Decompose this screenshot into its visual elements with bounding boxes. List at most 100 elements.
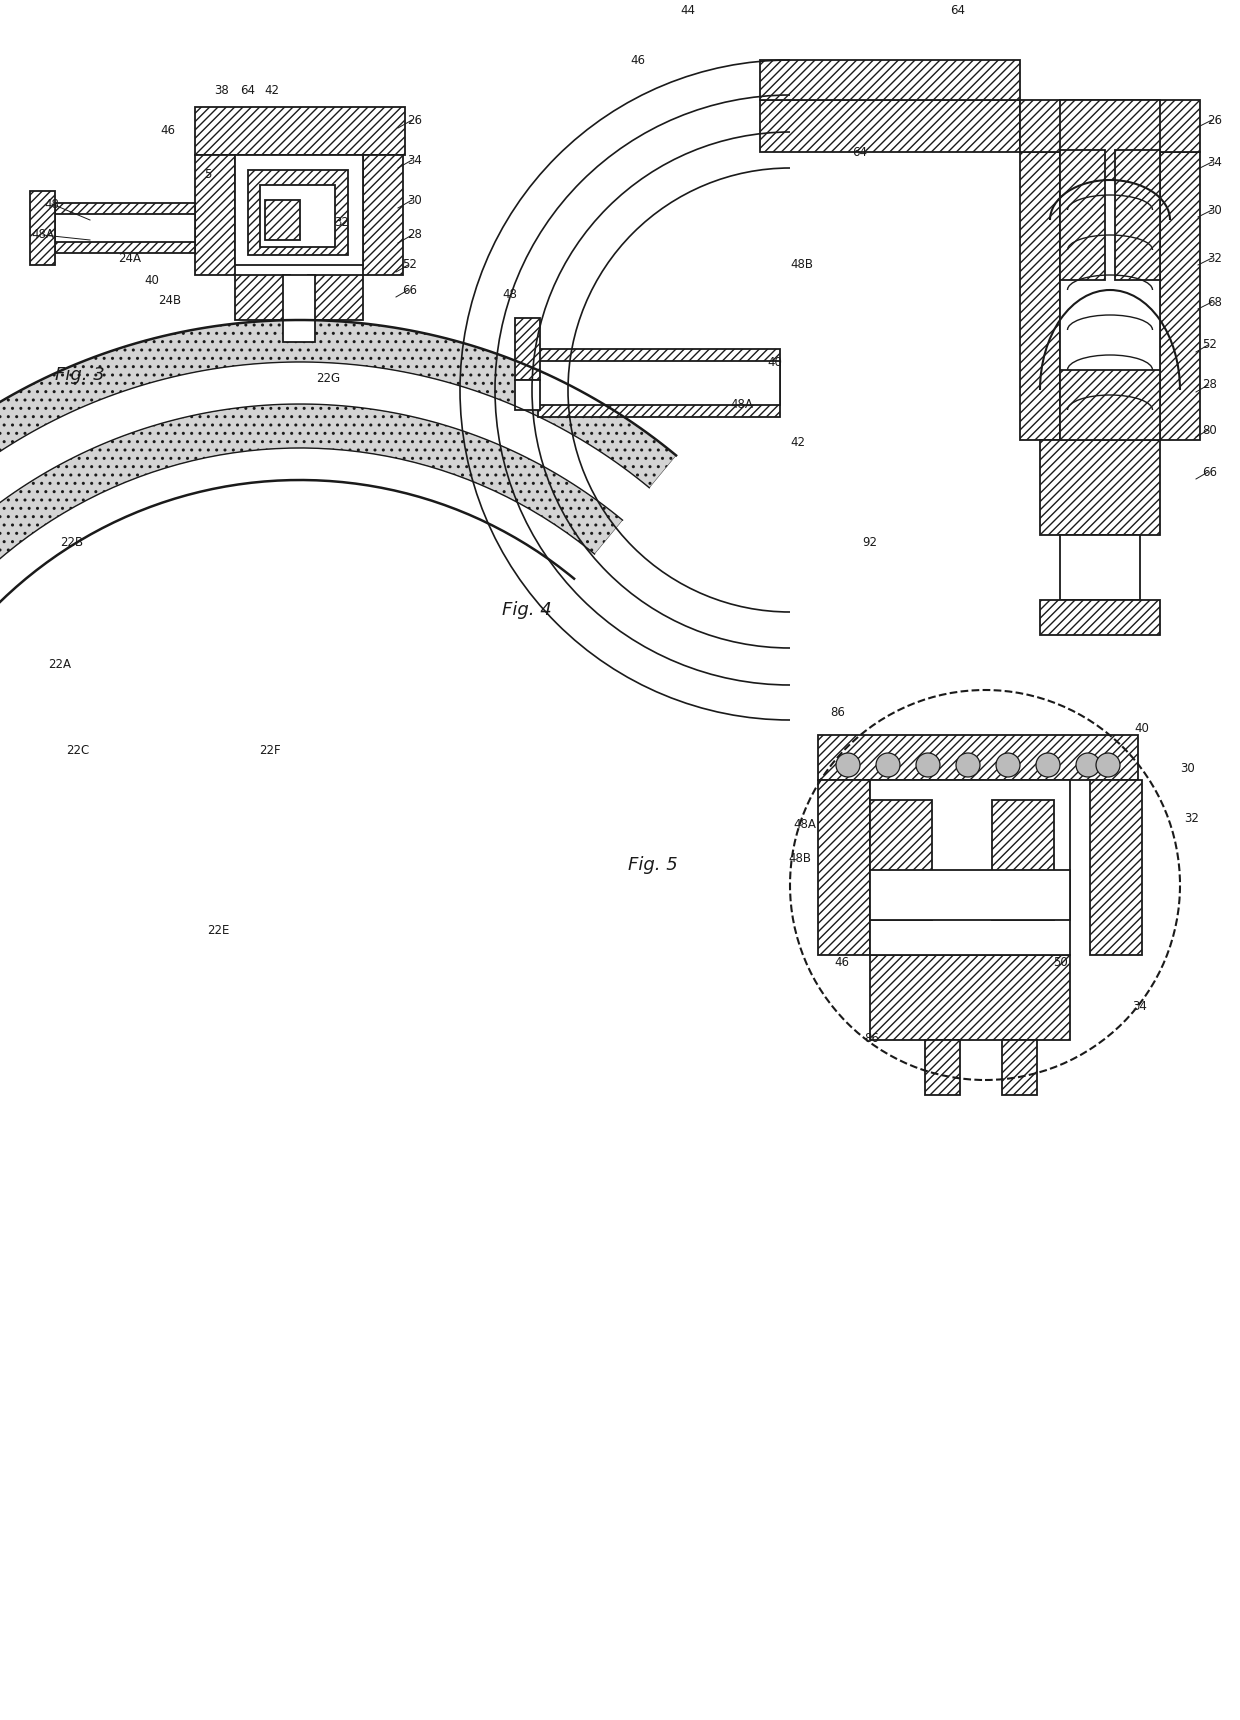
Bar	[1040, 440, 1159, 535]
Bar	[248, 170, 348, 255]
Bar	[1021, 100, 1200, 151]
Bar	[760, 60, 1021, 100]
Bar	[870, 870, 1070, 920]
Bar	[195, 155, 236, 275]
Bar	[515, 380, 539, 409]
Bar	[1060, 370, 1159, 440]
Text: 50: 50	[1053, 956, 1068, 968]
Circle shape	[1076, 753, 1100, 777]
Text: 34: 34	[408, 153, 423, 167]
Text: 42: 42	[264, 84, 279, 96]
Bar	[870, 779, 1070, 955]
Text: 22F: 22F	[259, 743, 280, 757]
Text: 52: 52	[1203, 339, 1218, 351]
Bar	[538, 361, 780, 404]
Text: 28: 28	[408, 229, 423, 241]
Bar	[363, 155, 403, 275]
Text: 64: 64	[853, 146, 868, 158]
Text: 68: 68	[1208, 296, 1223, 308]
Circle shape	[956, 753, 980, 777]
Text: 30: 30	[1208, 203, 1223, 217]
Text: 26: 26	[1208, 114, 1223, 127]
Text: 24A: 24A	[119, 251, 141, 265]
Text: 32: 32	[1184, 812, 1199, 824]
Text: 64: 64	[951, 3, 966, 17]
Text: 22B: 22B	[61, 535, 83, 549]
Text: 38: 38	[215, 84, 229, 96]
Text: 30: 30	[408, 194, 423, 206]
Text: 48A: 48A	[794, 819, 816, 831]
Bar	[870, 800, 932, 920]
Bar	[1159, 151, 1200, 440]
Bar	[1060, 535, 1140, 600]
Text: 22A: 22A	[48, 659, 72, 671]
Text: 48A: 48A	[31, 229, 55, 241]
Text: 92: 92	[863, 535, 878, 549]
Circle shape	[996, 753, 1021, 777]
Bar	[1040, 600, 1159, 635]
Bar	[195, 107, 405, 155]
Bar	[1115, 150, 1159, 280]
Text: 46: 46	[160, 124, 176, 136]
Circle shape	[1035, 753, 1060, 777]
Text: 66: 66	[403, 284, 418, 296]
Polygon shape	[0, 361, 650, 910]
Text: 40: 40	[145, 273, 160, 287]
Bar	[515, 318, 539, 380]
Text: 26: 26	[408, 114, 423, 127]
Bar	[55, 213, 195, 243]
Bar	[236, 155, 363, 265]
Bar	[925, 1041, 960, 1096]
Bar	[818, 779, 870, 955]
Bar	[283, 275, 315, 342]
Polygon shape	[0, 480, 574, 910]
Bar	[538, 349, 780, 416]
Text: 24B: 24B	[159, 294, 181, 306]
Text: 5: 5	[205, 169, 212, 182]
Text: 86: 86	[831, 705, 846, 719]
Polygon shape	[0, 447, 594, 910]
Bar	[308, 275, 363, 320]
Text: 32: 32	[1208, 251, 1223, 265]
Text: 64: 64	[241, 84, 255, 96]
Text: 86: 86	[864, 1032, 879, 1044]
Text: Fig. 4: Fig. 4	[502, 600, 552, 619]
Text: 46: 46	[630, 53, 646, 67]
Text: 28: 28	[1203, 378, 1218, 392]
Text: 80: 80	[1203, 423, 1218, 437]
Text: 46: 46	[835, 956, 849, 968]
Circle shape	[1096, 753, 1120, 777]
Text: 48A: 48A	[730, 397, 754, 411]
Bar	[870, 955, 1070, 1041]
Circle shape	[875, 753, 900, 777]
Text: Fig. 5: Fig. 5	[627, 857, 678, 874]
Bar	[1002, 1041, 1037, 1096]
Text: 42: 42	[791, 435, 806, 449]
Bar	[30, 191, 55, 265]
Polygon shape	[0, 320, 676, 910]
Text: 48B: 48B	[791, 258, 813, 272]
Circle shape	[916, 753, 940, 777]
Text: 32: 32	[335, 215, 350, 229]
Text: 34: 34	[1132, 999, 1147, 1013]
Text: 22E: 22E	[207, 924, 229, 936]
Bar	[260, 186, 335, 248]
Text: 40: 40	[1135, 721, 1149, 734]
Bar	[1060, 151, 1159, 440]
Bar	[1090, 779, 1142, 955]
Bar	[236, 275, 290, 320]
Text: 22G: 22G	[316, 372, 340, 385]
Text: 48B: 48B	[789, 851, 811, 865]
Bar	[1021, 151, 1060, 440]
Text: 34: 34	[1208, 155, 1223, 169]
Bar	[265, 200, 300, 241]
Text: 48: 48	[502, 289, 517, 301]
Text: 44: 44	[681, 3, 696, 17]
Text: 22C: 22C	[67, 743, 89, 757]
Bar	[818, 734, 1138, 779]
Text: Fig. 3: Fig. 3	[55, 366, 104, 384]
Text: 48: 48	[45, 198, 60, 210]
Text: 30: 30	[1180, 762, 1195, 774]
Bar	[1060, 150, 1105, 280]
Bar	[760, 100, 1021, 151]
